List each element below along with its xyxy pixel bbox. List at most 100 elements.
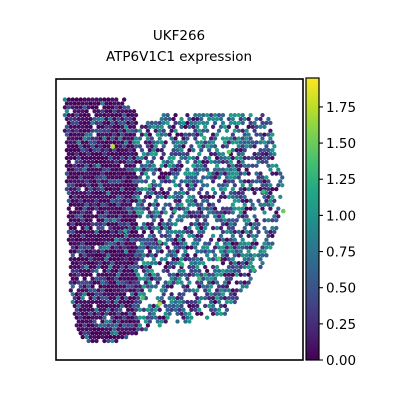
spot [98, 159, 103, 165]
spot [173, 113, 178, 118]
spot [147, 264, 153, 270]
spot [76, 280, 81, 285]
spot [179, 163, 184, 168]
spot [212, 113, 218, 118]
spot [108, 109, 113, 114]
spot [96, 101, 101, 106]
spot [175, 311, 180, 316]
spot [258, 249, 263, 254]
spot [96, 233, 101, 239]
spot [124, 311, 129, 316]
spot [112, 303, 117, 309]
spot [228, 245, 234, 250]
spot [72, 280, 77, 285]
spot [256, 175, 261, 180]
spot [238, 179, 243, 184]
spot [86, 284, 91, 289]
spot [70, 299, 75, 305]
spot [165, 120, 170, 126]
spot [124, 171, 129, 176]
spot [165, 307, 170, 312]
spot [153, 120, 158, 126]
spot [149, 315, 154, 320]
spot [102, 128, 107, 133]
spot [268, 206, 273, 211]
spot [122, 120, 127, 126]
spot [78, 237, 83, 242]
spot [129, 136, 135, 141]
spot [127, 225, 133, 231]
spot [78, 113, 83, 118]
spot [96, 311, 101, 316]
spot [153, 315, 158, 320]
spot [177, 245, 182, 250]
spot [195, 280, 200, 285]
spot [181, 229, 186, 235]
spot [78, 144, 83, 149]
spot [64, 124, 70, 129]
spot [210, 194, 216, 200]
spot [212, 268, 218, 274]
spot [102, 331, 107, 336]
spot [72, 109, 77, 114]
spot [80, 272, 85, 277]
spot [224, 222, 230, 227]
spot [104, 311, 109, 316]
spot [82, 198, 87, 203]
spot [122, 253, 127, 258]
spot [242, 264, 247, 270]
spot [201, 284, 206, 289]
spot [66, 222, 71, 227]
spot [120, 202, 125, 207]
spot [222, 311, 228, 316]
spot [114, 284, 119, 289]
spot [100, 132, 105, 137]
spot [143, 280, 149, 285]
spot [133, 229, 139, 235]
spot [248, 253, 253, 258]
spot [88, 233, 93, 239]
spot [131, 116, 137, 122]
spot [68, 210, 73, 215]
spot [124, 319, 129, 324]
spot [84, 210, 89, 215]
spot [82, 175, 87, 180]
spot [222, 218, 228, 223]
spot [248, 198, 253, 203]
spot-high-expression [280, 208, 286, 214]
spot [236, 136, 241, 141]
spot [210, 233, 216, 239]
spot [262, 249, 267, 254]
spot [76, 140, 81, 145]
spot [195, 257, 200, 262]
spot [96, 218, 101, 223]
spot [106, 245, 111, 250]
spot [218, 218, 224, 223]
spot [108, 241, 113, 246]
spot [205, 284, 210, 289]
spot [129, 237, 135, 242]
spot [187, 264, 192, 270]
spot [127, 116, 133, 122]
spot [125, 175, 131, 180]
spot [175, 171, 180, 176]
spot [224, 253, 230, 258]
spot [153, 284, 158, 289]
spot [98, 229, 103, 235]
spot [193, 260, 198, 266]
spot [203, 241, 208, 246]
spot [106, 222, 111, 227]
spot [110, 284, 115, 289]
spot [127, 311, 133, 316]
spot [175, 295, 180, 301]
spot [129, 175, 135, 180]
spot [104, 148, 109, 153]
spot [250, 241, 255, 246]
spot [137, 128, 143, 133]
spot [177, 237, 182, 242]
spot [92, 148, 97, 153]
spot [118, 253, 123, 258]
spot [183, 319, 188, 324]
spot [206, 210, 212, 215]
spot [220, 268, 226, 274]
